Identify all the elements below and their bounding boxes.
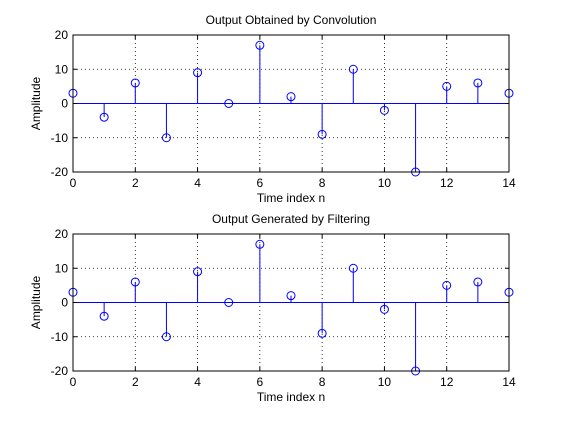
x-tick-label: 12 [440, 375, 454, 389]
stem-marker [379, 304, 389, 314]
x-tick-label: 6 [257, 176, 264, 190]
x-tick-label: 8 [319, 176, 326, 190]
stem-marker [193, 68, 203, 78]
stem-marker [473, 78, 483, 88]
x-tick-label: 12 [440, 176, 454, 190]
stem-marker [317, 328, 327, 338]
stem-marker [379, 105, 389, 115]
stem-marker [348, 64, 358, 74]
x-axis-label: Time index n [257, 191, 325, 205]
stem-marker [161, 332, 171, 342]
stem-marker [473, 277, 483, 287]
stem-marker [161, 133, 171, 143]
x-tick-label: 0 [70, 176, 77, 190]
y-axis-label: Amplitude [29, 77, 43, 131]
x-tick-label: 10 [378, 375, 392, 389]
y-tick-label: -20 [51, 364, 69, 378]
stem-marker [442, 81, 452, 91]
x-tick-label: 4 [194, 176, 201, 190]
x-tick-label: 6 [257, 375, 264, 389]
stem-marker [99, 311, 109, 321]
y-tick-label: 20 [55, 227, 69, 241]
x-axis-label: Time index n [257, 390, 325, 404]
x-tick-label: 4 [194, 375, 201, 389]
stem-marker [130, 277, 140, 287]
y-tick-label: -10 [51, 131, 69, 145]
x-tick-label: 14 [502, 176, 516, 190]
stem-marker [286, 291, 296, 301]
stem-marker [193, 267, 203, 277]
stem-marker [224, 99, 234, 108]
x-tick-label: 2 [132, 176, 139, 190]
y-tick-label: -20 [51, 165, 69, 179]
x-tick-label: 14 [502, 375, 516, 389]
subplot-1: 0 2 4 6 8 10 12 14 -20 -10 0 10 20 Output Obtained by… [29, 13, 516, 205]
y-tick-label: 10 [55, 62, 69, 76]
y-axis-label: Amplitude [29, 276, 43, 330]
stem-marker [348, 263, 358, 273]
y-tick-label: 0 [61, 97, 68, 111]
chart-title: Output Obtained by Convolution [206, 13, 377, 27]
x-tick-label: 2 [132, 375, 139, 389]
stem-marker [317, 129, 327, 139]
stem-marker [442, 280, 452, 290]
y-tick-label: 0 [61, 296, 68, 310]
x-tick-label: 8 [319, 375, 326, 389]
x-tick-label: 10 [378, 176, 392, 190]
y-tick-label: -10 [51, 330, 69, 344]
stem-marker [130, 78, 140, 88]
x-tick-label: 0 [70, 375, 77, 389]
stem-marker [255, 239, 265, 249]
y-tick-label: 10 [55, 261, 69, 275]
subplot-2: 0 2 4 6 8 10 12 14 -20 -10 0 10 20 Output Generated b… [29, 212, 516, 404]
stem-marker [224, 298, 234, 307]
stem-marker [99, 112, 109, 122]
y-tick-label: 20 [55, 28, 69, 42]
stem-marker [286, 92, 296, 102]
stem-marker [255, 40, 265, 50]
chart-title: Output Generated by Filtering [212, 212, 370, 226]
